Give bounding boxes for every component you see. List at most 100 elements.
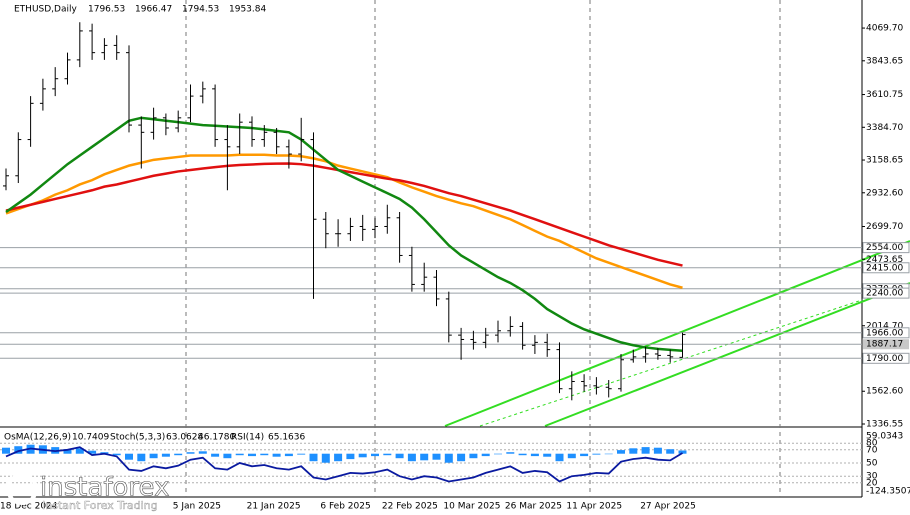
moving-average	[5, 116, 683, 353]
osma-bar	[358, 453, 367, 458]
trend-channel	[444, 240, 910, 427]
rsi-tick-label: 50	[866, 459, 878, 469]
osma-bar	[161, 453, 170, 457]
osma-bar	[444, 453, 453, 463]
x-tick-label: 6 Feb 2025	[320, 502, 370, 512]
osma-bar	[506, 452, 515, 454]
osma-bar	[678, 450, 687, 454]
level-label: 2554.00	[866, 243, 903, 253]
current-price-box	[863, 339, 909, 350]
osma-bar	[14, 446, 23, 454]
channel-middle	[479, 299, 863, 427]
level-label: 2415.00	[866, 263, 903, 273]
osma-bar	[149, 453, 158, 459]
osma-bar	[198, 451, 207, 454]
y-tick-label: 2473.65	[866, 255, 903, 265]
x-tick-label: 22 Feb 2025	[382, 502, 438, 512]
x-tick-label: 11 Apr 2025	[566, 502, 622, 512]
osma-bar	[248, 453, 256, 457]
level-label-box	[862, 327, 910, 339]
watermark: instaforex Instant Forex Trading	[6, 472, 170, 512]
rsi-tick-label: 80	[866, 439, 878, 449]
y-tick-label: 3384.70	[866, 123, 903, 133]
osma-bar	[186, 452, 195, 454]
osma-bar	[420, 453, 429, 461]
osma-bar	[629, 448, 638, 454]
current-price-label: 1887.17	[866, 340, 903, 350]
osma-bar	[494, 453, 502, 455]
ohlc-value: 1794.53	[182, 5, 219, 15]
y-tick-label: 3843.65	[866, 56, 903, 66]
moving-average	[5, 162, 683, 267]
osma-scale-label: -124.3507	[866, 487, 910, 497]
indicator-header-text: 63.0628	[166, 433, 203, 443]
osma-bar	[653, 447, 662, 454]
osma-bar	[530, 453, 539, 457]
watermark-tagline: Instant Forex Trading	[42, 499, 158, 512]
osma-bar	[321, 453, 330, 463]
y-tick-label: 3158.65	[866, 156, 903, 166]
osma-bar	[666, 449, 675, 454]
rsi-tick-label: 20	[866, 478, 878, 488]
osma-bar	[75, 448, 84, 454]
indicator-header-text: Stoch(5,3,3)	[110, 433, 165, 443]
osma-bar	[63, 449, 72, 454]
osma-bar	[334, 453, 343, 462]
osma-bar	[137, 453, 146, 462]
indicator-header: OsMA(12,26,9) 10.7409 Stoch(5,3,3) 63.06284…	[4, 433, 305, 443]
osma-bar	[272, 453, 281, 457]
rsi-tick-label: 30	[866, 472, 878, 482]
osma-bar	[395, 453, 404, 459]
y-tick-label: 2014.70	[866, 321, 903, 331]
osma-bar	[580, 453, 589, 457]
logo-icon	[17, 484, 27, 494]
osma-bar	[481, 453, 490, 457]
osma-bar	[260, 453, 269, 456]
y-tick-label: 4069.70	[866, 24, 903, 34]
indicator-header-text: 46.1780	[198, 433, 235, 443]
osma-bar	[223, 453, 232, 459]
osma-bar	[617, 450, 625, 454]
plot: 4069.70 3843.65 3610.75 3384.70 3158.65 2932.…	[0, 22, 910, 512]
osma-bar	[518, 453, 527, 456]
osma-bar	[543, 453, 552, 457]
rsi-tick-label: 70	[866, 445, 878, 455]
chart-title: ETHUSD,Daily	[14, 5, 77, 15]
moving-average	[5, 153, 683, 289]
osma-bar	[211, 453, 220, 457]
ohlc-value: 1953.84	[229, 5, 266, 15]
ohlc-value: 1966.47	[135, 5, 172, 15]
logo-icon	[6, 473, 38, 505]
osma-bar	[371, 453, 379, 457]
osma-bar	[297, 453, 306, 455]
level-label-box	[862, 262, 910, 274]
osma-bar	[125, 453, 133, 460]
osma-bar	[641, 447, 650, 454]
x-tick-label: 5 Jan 2025	[173, 502, 221, 512]
level-label-box	[862, 352, 910, 364]
osma-bar	[592, 453, 601, 455]
osma-scale-label: 59.0343	[866, 432, 903, 442]
x-tick-label: 26 Mar 2025	[505, 502, 562, 512]
channel-upper	[444, 240, 910, 427]
y-tick-label: 1336.55	[866, 419, 903, 429]
osma-bar	[235, 453, 244, 456]
x-tick-label: 10 Mar 2025	[443, 502, 500, 512]
osma-bar	[469, 453, 478, 459]
level-label: 1790.00	[866, 354, 903, 364]
channel-lower	[544, 282, 910, 427]
osma-bar	[346, 453, 355, 460]
ohlc-value: 1796.53	[88, 5, 125, 15]
indicator-header-text: OsMA(12,26,9)	[4, 433, 71, 443]
y-tick-label: 3610.75	[866, 90, 903, 100]
watermark-name: instaforex	[40, 473, 169, 503]
osma-bar	[604, 453, 613, 455]
osma-bar	[2, 447, 10, 454]
level-label: 1966.00	[866, 328, 903, 338]
osma-bar	[407, 453, 416, 462]
y-tick-label: 2932.60	[866, 188, 903, 198]
frame	[0, 0, 863, 498]
osma-bar	[457, 453, 466, 462]
